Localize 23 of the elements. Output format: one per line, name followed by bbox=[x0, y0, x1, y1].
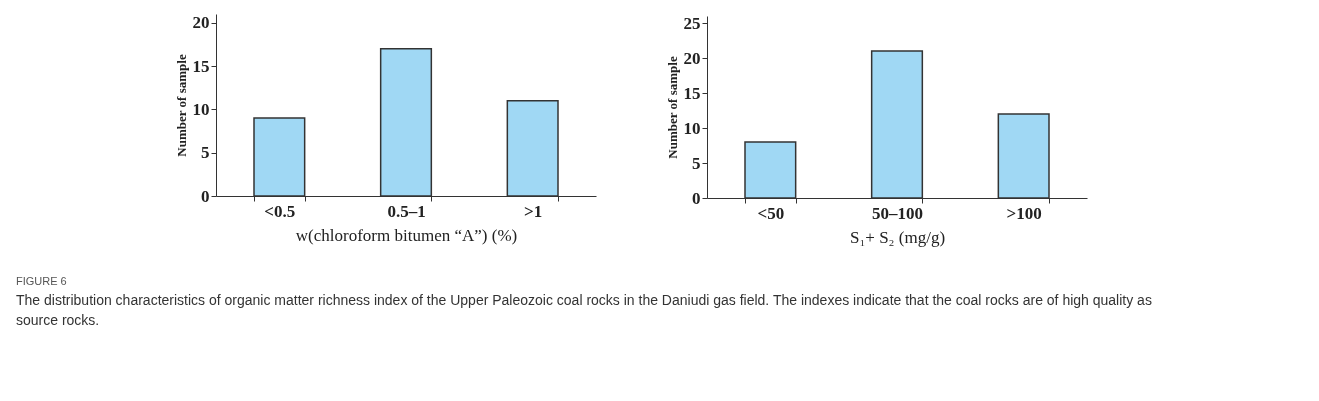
x-tick-label: <0.5 bbox=[264, 201, 296, 221]
y-tick-label: 0 bbox=[692, 188, 701, 208]
y-tick-label: 5 bbox=[201, 143, 210, 163]
y-tick-label: 0 bbox=[201, 186, 210, 206]
x-tick-label: 0.5–1 bbox=[387, 201, 426, 221]
y-tick-label: 10 bbox=[683, 118, 701, 138]
x-tick-label: 50–100 bbox=[872, 203, 923, 223]
y-tick-label: 15 bbox=[683, 83, 701, 103]
y-tick-label: 20 bbox=[683, 48, 701, 68]
x-tick-label: >100 bbox=[1006, 203, 1042, 223]
y-axis-title: Number of sample bbox=[664, 56, 680, 159]
x-axis-title: w(chloroform bitumen “A”) (%) bbox=[295, 225, 518, 245]
y-tick-label: 15 bbox=[192, 56, 210, 76]
y-tick-label: 5 bbox=[692, 153, 701, 173]
y-axis-title: Number of sample bbox=[173, 54, 189, 157]
y-tick-label: 25 bbox=[683, 13, 701, 33]
x-tick-label: >1 bbox=[524, 201, 543, 221]
y-tick-label: 20 bbox=[192, 13, 210, 33]
x-tick-label: <50 bbox=[757, 203, 785, 223]
text: The distribution characteristics of organic matter richness index of the Upper Paleozoic coal rocks in the Daniudi gas field. The indexes indicate that the coal rocks are of high quality as source rocks. bbox=[16, 290, 1153, 331]
y-tick-label: 10 bbox=[192, 99, 210, 119]
caption: FIGURE 6 bbox=[16, 274, 68, 289]
x-axis-title: S₁+ S₂ (mg/g) bbox=[849, 227, 946, 247]
